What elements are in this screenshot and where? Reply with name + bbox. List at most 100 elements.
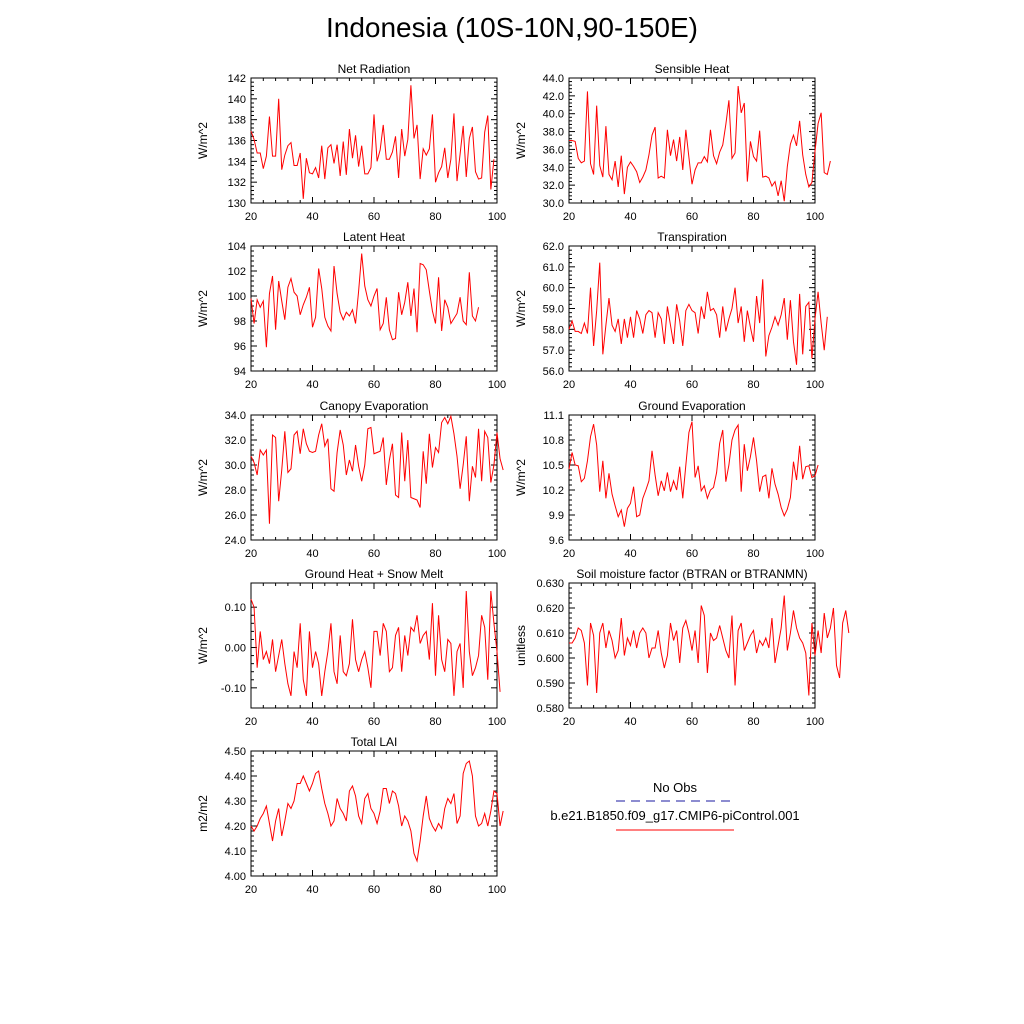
panel-4-xtick-label: 40 [624,379,636,391]
panel-2-series-line [569,85,831,202]
panel-5-ytick-label: 34.0 [225,410,246,422]
panel-2-xtick-label: 80 [747,211,759,223]
panel-9-xtick-label: 100 [488,884,506,896]
panel-4-xtick-label: 80 [747,379,759,391]
panel-4-xtick-label: 20 [563,379,575,391]
panel-1-title: Net Radiation [338,62,411,76]
panel-3-xtick-label: 100 [488,379,506,391]
panel-1-ytick-label: 142 [228,73,246,85]
panel-6-ylabel: W/m^2 [514,459,528,496]
panel-4-ytick-label: 59.0 [543,304,564,316]
panel-5-ytick-label: 26.0 [225,510,246,522]
panel-9-title: Total LAI [351,735,398,749]
panel-9-ytick-label: 4.00 [225,871,246,883]
panel-4-ytick-label: 58.0 [543,324,564,336]
panel-6-xtick-label: 80 [747,548,759,560]
panel-5-xtick-label: 60 [368,548,380,560]
panel-5-ytick-label: 24.0 [225,535,246,547]
panel-1-ytick-label: 132 [228,177,246,189]
panel-1-ytick-label: 140 [228,94,246,106]
panel-1-ytick-label: 138 [228,115,246,127]
panel-8-xtick-label: 60 [686,716,698,728]
panel-1-ytick-label: 134 [228,156,246,168]
panel-9-xtick-label: 40 [306,884,318,896]
panel-2-ylabel: W/m^2 [514,122,528,159]
panel-3-xtick-label: 40 [306,379,318,391]
panel-4-series-line [568,262,828,365]
panel-8-xtick-label: 40 [624,716,636,728]
panel-7-title: Ground Heat + Snow Melt [305,567,444,581]
panel-1-xtick-label: 100 [488,211,506,223]
panel-2-ytick-label: 44.0 [543,73,564,85]
panel-6-ytick-label: 9.6 [549,535,564,547]
panel-7-ytick-label: 0.00 [225,643,246,655]
panel-4-title: Transpiration [657,230,727,244]
panel-1-xtick-label: 20 [245,211,257,223]
panel-5-series-line [250,414,504,524]
panel-9-xtick-label: 20 [245,884,257,896]
panel-6-xtick-label: 100 [806,548,824,560]
panel-3-ytick-label: 94 [234,366,246,378]
panel-2-ytick-label: 40.0 [543,109,564,121]
panel-5-ylabel: W/m^2 [196,459,210,496]
panel-8-xtick-label: 80 [747,716,759,728]
panel-7-xtick-label: 60 [368,716,380,728]
panel-7-ylabel: W/m^2 [196,627,210,664]
panel-5-ytick-label: 28.0 [225,485,246,497]
panel-6-ytick-label: 10.8 [543,435,564,447]
panel-9-series-line [250,760,504,863]
panel-9-xtick-label: 80 [429,884,441,896]
panel-5-xtick-label: 100 [488,548,506,560]
panel-5-frame [250,414,498,541]
panel-1-ylabel: W/m^2 [196,122,210,159]
panel-7-series-line [250,591,501,697]
panel-7-xtick-label: 40 [306,716,318,728]
panel-8-xtick-label: 100 [806,716,824,728]
panel-8-ytick-label: 0.630 [536,578,564,590]
panel-6-xtick-label: 20 [563,548,575,560]
panel-9-ytick-label: 4.40 [225,771,246,783]
panel-9-ytick-label: 4.10 [225,846,246,858]
panel-9-ytick-label: 4.20 [225,821,246,833]
panel-8-ytick-label: 0.600 [536,653,564,665]
panel-1-ytick-label: 130 [228,198,246,210]
panel-4-ytick-label: 56.0 [543,366,564,378]
panel-6-ytick-label: 9.9 [549,510,564,522]
panel-7-ytick-label: -0.10 [221,683,246,695]
panel-4-xtick-label: 100 [806,379,824,391]
panel-2-xtick-label: 40 [624,211,636,223]
panel-6-ytick-label: 10.5 [543,460,564,472]
panel-8-xtick-label: 20 [563,716,575,728]
panel-7-xtick-label: 80 [429,716,441,728]
panel-4-ytick-label: 60.0 [543,283,564,295]
panel-8-title: Soil moisture factor (BTRAN or BTRANMN) [576,567,807,581]
panel-2-xtick-label: 20 [563,211,575,223]
panel-8-series-line [569,595,850,696]
panel-2-ytick-label: 38.0 [543,127,564,139]
panel-2-ytick-label: 34.0 [543,162,564,174]
panel-3-frame [250,245,498,372]
panel-1-ytick-label: 136 [228,136,246,148]
panel-3-xtick-label: 60 [368,379,380,391]
panel-9-ylabel: m2/m2 [196,795,210,832]
panel-6-ytick-label: 10.2 [543,485,564,497]
panel-6-frame [568,414,816,541]
legend-obs-label: No Obs [653,780,698,795]
panel-5-xtick-label: 80 [429,548,441,560]
panel-2-ytick-label: 36.0 [543,144,564,156]
panel-3-ylabel: W/m^2 [196,290,210,327]
panel-2-ytick-label: 42.0 [543,91,564,103]
panel-3-series-line [250,253,480,348]
panel-8-ytick-label: 0.620 [536,603,564,615]
panel-3-xtick-label: 80 [429,379,441,391]
panel-3-title: Latent Heat [343,230,406,244]
panel-4-ylabel: W/m^2 [514,290,528,327]
panel-8-ytick-label: 0.580 [536,703,564,715]
panel-5-xtick-label: 20 [245,548,257,560]
panel-3-xtick-label: 20 [245,379,257,391]
panel-2-xtick-label: 60 [686,211,698,223]
panel-7-ytick-label: 0.10 [225,602,246,614]
panel-9-xtick-label: 60 [368,884,380,896]
panel-1-xtick-label: 80 [429,211,441,223]
panel-3-ytick-label: 98 [234,316,246,328]
